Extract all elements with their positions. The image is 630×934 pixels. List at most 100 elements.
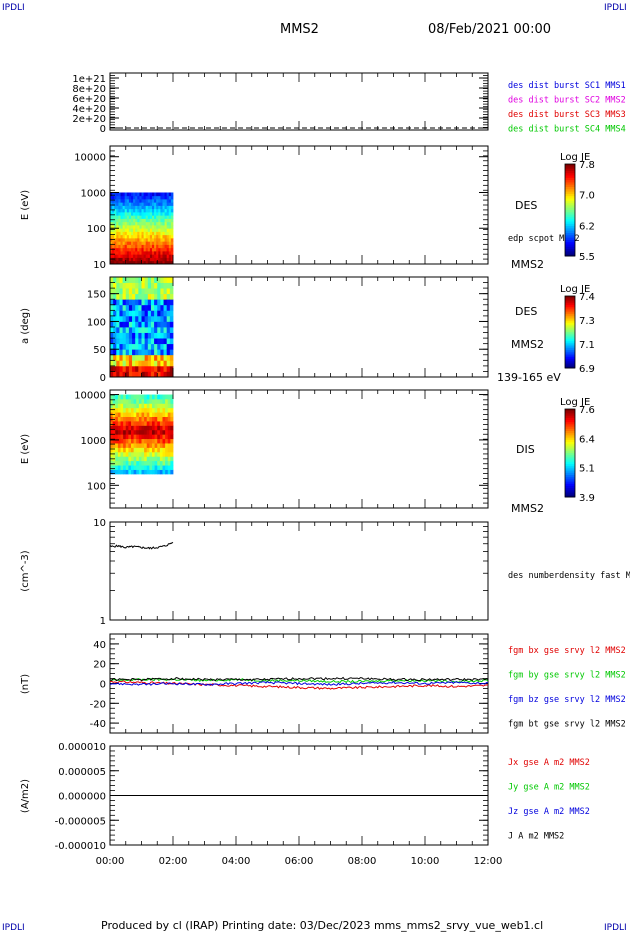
- des-energy-cell: [122, 198, 126, 203]
- burst-tick-label: 2e+20: [72, 114, 106, 125]
- des-energy-cell: [110, 211, 113, 216]
- dis-energy-cell: [146, 456, 150, 462]
- des-energy-cell: [139, 198, 142, 203]
- des-energy-cell: [154, 215, 157, 219]
- des-energy-cell: [160, 215, 163, 219]
- des-energy-cell: [147, 198, 151, 203]
- des-pitch-cell: [147, 327, 152, 333]
- des-energy-cell: [152, 260, 155, 265]
- des-energy-cell: [116, 254, 119, 258]
- dis-energy-cell: [154, 398, 158, 404]
- des-pitch-cell: [150, 293, 155, 300]
- dis-energy-colorbar-cell: [565, 481, 575, 485]
- des-pitch-cell: [116, 315, 120, 322]
- dis-energy-cell: [144, 429, 148, 435]
- des-pitch-cell: [116, 327, 120, 333]
- dis-energy-cell: [115, 451, 119, 457]
- dis-energy-cell: [120, 443, 124, 448]
- fgm-frame: [109, 633, 489, 734]
- des-energy-cell: [112, 234, 115, 239]
- des-energy-cell: [152, 228, 155, 232]
- des-energy-cell: [162, 234, 165, 239]
- des-pitch-colorbar-cell: [565, 348, 575, 351]
- density-tick-label: 1: [100, 616, 106, 627]
- dis-energy-colorbar-cell: [565, 422, 575, 425]
- dis-energy-cell: [133, 460, 137, 466]
- des-energy-cell: [145, 247, 149, 252]
- dis-energy-colorbar-cell: [565, 466, 575, 469]
- dis-energy-cell: [117, 412, 121, 418]
- des-energy-cell: [122, 205, 126, 210]
- des-energy-cell: [131, 218, 134, 223]
- des-energy-cell: [143, 250, 147, 255]
- des-energy-cell: [118, 224, 121, 229]
- dis-energy-colorbar-cell: [565, 415, 575, 419]
- dis-energy-cell: [152, 460, 156, 466]
- des-energy-cell: [143, 234, 147, 239]
- dis-energy-cell: [146, 394, 150, 400]
- dis-energy-cell: [165, 407, 169, 413]
- dis-energy-cell: [157, 421, 161, 426]
- des-pitch-cell: [147, 277, 152, 283]
- des-energy-cell: [160, 211, 163, 216]
- des-energy-cell: [122, 260, 126, 265]
- dis-energy-cell: [165, 416, 169, 422]
- dis-energy-cell: [110, 438, 114, 444]
- des-pitch-cell: [125, 315, 130, 322]
- des-energy-cell: [110, 241, 113, 245]
- des-energy-cell: [141, 218, 144, 223]
- des-energy-cell: [128, 192, 132, 197]
- des-energy-colorbar-cell: [565, 196, 575, 199]
- des-energy-cell: [137, 241, 140, 245]
- des-energy-cell: [133, 234, 136, 239]
- dis-energy-cell: [120, 421, 124, 426]
- des-pitch-cell: [163, 354, 168, 361]
- des-pitch-cell: [116, 299, 120, 306]
- des-pitch-cell: [169, 354, 174, 361]
- des-pitch-cell: [157, 293, 161, 300]
- des-energy-cell: [158, 254, 161, 258]
- dis-energy-cell: [159, 469, 163, 475]
- dis-energy-cell: [136, 469, 140, 475]
- dis-energy-cell: [128, 425, 132, 431]
- dis-energy-cell: [125, 398, 129, 404]
- des-pitch-cell: [125, 349, 130, 356]
- des-energy-cell: [137, 192, 140, 197]
- dis-energy-cell: [115, 421, 119, 426]
- des-energy-cell: [152, 202, 155, 206]
- density-frame: [109, 521, 489, 621]
- des-pitch-cell: [132, 343, 136, 350]
- des-pitch-cell: [160, 343, 164, 350]
- des-energy-cell: [164, 215, 168, 219]
- dis-energy-cell: [167, 407, 171, 413]
- des-pitch-cell: [154, 321, 158, 328]
- des-pitch-cell: [154, 315, 158, 322]
- dis-energy-cell: [146, 460, 150, 466]
- dis-energy-colorbar-cell: [565, 446, 575, 450]
- des-energy-tick-label: 1000: [81, 188, 106, 199]
- des-energy-cell: [131, 254, 134, 258]
- des-energy-cell: [124, 231, 128, 236]
- dis-energy-cell: [159, 438, 163, 444]
- dis-energy-cell: [110, 429, 114, 435]
- des-pitch-colorbar-cell: [565, 337, 575, 340]
- des-energy-cell: [149, 254, 153, 258]
- des-pitch-cell: [141, 321, 146, 328]
- des-energy-colorbar-cell: [565, 210, 575, 213]
- des-energy-cell: [162, 205, 165, 210]
- des-pitch-cell: [169, 371, 174, 378]
- dis-energy-cell: [162, 469, 166, 475]
- des-pitch-cell: [128, 304, 133, 311]
- des-pitch-cell: [160, 332, 164, 339]
- des-pitch-colorbar-cell: [565, 357, 575, 360]
- des-energy-cell: [166, 231, 170, 236]
- dis-energy-cell: [152, 394, 156, 400]
- dis-energy-cell: [167, 438, 171, 444]
- des-energy-cell: [126, 234, 130, 239]
- des-pitch-cell: [150, 349, 155, 356]
- des-energy-cell: [166, 195, 170, 200]
- des-energy-cell: [118, 247, 121, 252]
- des-energy-cell: [147, 257, 151, 262]
- des-pitch-cell: [169, 321, 174, 328]
- dis-energy-cell: [120, 456, 124, 462]
